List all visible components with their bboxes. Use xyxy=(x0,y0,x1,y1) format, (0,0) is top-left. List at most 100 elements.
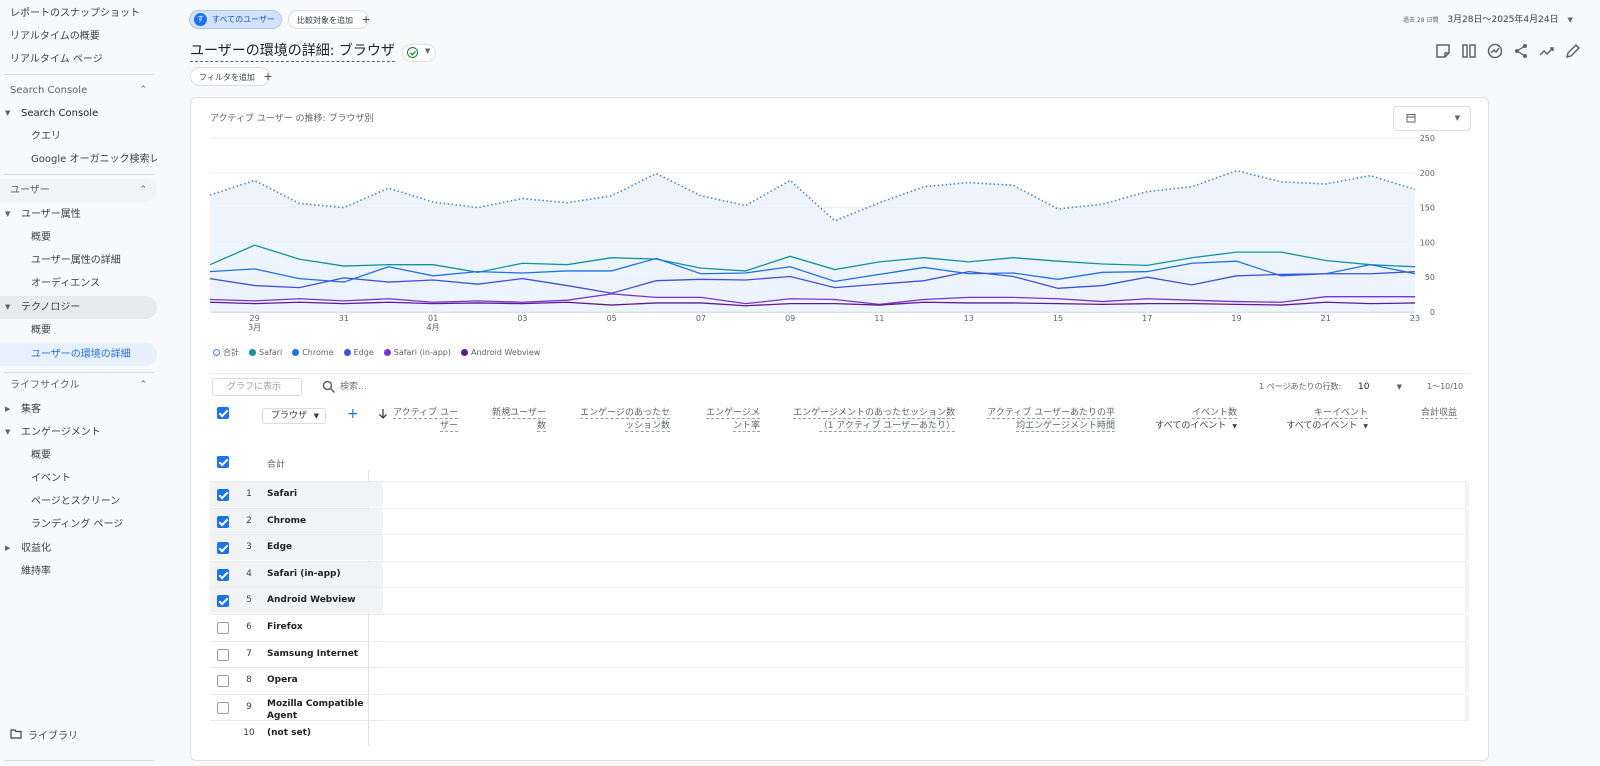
sidebar-section-users[interactable]: ユーザー ⌃ xyxy=(0,179,157,202)
sidebar-item-user-attributes-details[interactable]: ユーザー属性の詳細 xyxy=(31,255,121,266)
left-sidebar: レポートのスナップショット リアルタイムの概要 リアルタイム ページ Searc… xyxy=(0,0,160,766)
sidebar-item-google-organic-search[interactable]: Google オーガニック検索レ... xyxy=(31,154,157,165)
row-checkbox[interactable] xyxy=(217,622,229,634)
legend-item[interactable]: Edge xyxy=(343,345,374,359)
row-separator xyxy=(383,693,1469,695)
trending-icon[interactable] xyxy=(1538,42,1556,60)
dimension-select[interactable]: ブラウザ ▼ xyxy=(262,408,326,424)
sidebar-item-events[interactable]: イベント xyxy=(31,473,71,484)
table-row[interactable]: 7 Samsung Internet xyxy=(210,640,383,667)
legend-swatch xyxy=(383,348,391,356)
column-header-label: イベント数 xyxy=(1191,408,1237,419)
sidebar-item-user-attributes-overview[interactable]: 概要 xyxy=(31,232,51,243)
sidebar-library-link[interactable]: ライブラリ xyxy=(8,727,148,743)
add-comparison-chip[interactable]: 比較対象を追加 + xyxy=(288,10,371,29)
sidebar-group-monetization[interactable]: ▶ 収益化 xyxy=(0,537,157,560)
compare-columns-icon[interactable] xyxy=(1460,42,1478,60)
sidebar-group-technology[interactable]: ▼ テクノロジー xyxy=(0,296,157,319)
sidebar-item-retention[interactable]: 維持率 xyxy=(21,566,51,577)
row-separator xyxy=(383,507,1469,509)
sidebar-item-queries[interactable]: クエリ xyxy=(31,131,61,142)
column-header-label: アクティブ ユー xyxy=(393,408,458,419)
table-row[interactable]: 10 (not set) xyxy=(210,720,383,746)
column-header[interactable]: エンゲージメントのあったセッション数 （1 アクティブ ユーザーあたり） xyxy=(793,407,955,433)
row-separator xyxy=(383,587,1469,589)
table-search-input[interactable] xyxy=(340,379,640,395)
legend-item[interactable]: Android Webview xyxy=(460,345,540,359)
sort-descending-icon[interactable] xyxy=(378,408,388,420)
column-header[interactable]: エンゲージメ ント率 xyxy=(706,407,760,433)
legend-swatch xyxy=(213,348,220,356)
sidebar-group-label: テクノロジー xyxy=(21,302,81,313)
add-dimension-button[interactable]: + xyxy=(347,406,359,422)
rows-per-page-select[interactable]: 10 ▼ xyxy=(1358,378,1402,396)
sidebar-item-realtime-overview[interactable]: リアルタイムの概要 xyxy=(10,31,100,42)
column-header[interactable]: アクティブ ユー ザー xyxy=(393,407,458,433)
event-filter-select[interactable]: すべてのイベント ▼ xyxy=(1155,421,1237,431)
table-row[interactable]: 3 Edge xyxy=(210,534,383,561)
event-filter-select[interactable]: すべてのイベント ▼ xyxy=(1286,421,1368,431)
row-checkbox[interactable] xyxy=(217,648,229,661)
table-row[interactable]: 2 Chrome xyxy=(210,507,383,534)
x-tick-label: 31 xyxy=(339,314,349,323)
total-row-checkbox[interactable] xyxy=(217,456,229,468)
sidebar-group-engagement[interactable]: ▼ エンゲージメント xyxy=(0,421,157,444)
row-checkbox[interactable] xyxy=(217,595,229,608)
sidebar-item-pages-screens[interactable]: ページとスクリーン xyxy=(31,496,121,507)
row-end-cell xyxy=(1465,641,1469,667)
select-all-checkbox[interactable] xyxy=(217,407,229,419)
legend-item[interactable]: Safari (in-app) xyxy=(383,345,451,359)
column-header[interactable]: キーイベント すべてのイベント ▼ xyxy=(1286,407,1368,433)
legend-item[interactable]: 合計 xyxy=(213,345,239,359)
sidebar-section-search-console[interactable]: Search Console ⌃ xyxy=(0,79,157,102)
row-checkbox[interactable] xyxy=(217,675,229,688)
sidebar-item-tech-details[interactable]: ユーザーの環境の詳細 xyxy=(0,343,157,366)
segment-chip-all-users[interactable]: す すべてのユーザー xyxy=(189,10,282,29)
row-separator xyxy=(383,640,1469,642)
row-checkbox[interactable] xyxy=(217,515,229,528)
sidebar-item-realtime-pages[interactable]: リアルタイム ページ xyxy=(10,54,103,65)
sidebar-item-tech-overview[interactable]: 概要 xyxy=(31,325,51,336)
date-range-picker[interactable]: 過去 28 日間 3月28日～2025年4月24日 ▼ xyxy=(1403,12,1583,28)
row-end-cell xyxy=(1465,668,1469,694)
row-checkbox[interactable] xyxy=(217,568,229,581)
sidebar-section-lifecycle[interactable]: ライフサイクル ⌃ xyxy=(0,374,157,397)
column-header[interactable]: アクティブ ユーザーあたりの平 均エンゲージメント時間 xyxy=(987,407,1115,433)
table-row[interactable]: 1 Safari xyxy=(210,481,383,507)
insights-icon[interactable] xyxy=(1486,42,1504,60)
legend-item[interactable]: Safari xyxy=(249,345,282,359)
column-header-label: エンゲージメントのあったセッション数 xyxy=(793,408,955,419)
sidebar-item-audiences[interactable]: オーディエンス xyxy=(31,278,101,289)
pagination-range: 1～10/10 xyxy=(1427,382,1464,391)
edit-pencil-icon[interactable] xyxy=(1564,42,1582,60)
table-row[interactable]: 5 Android Webview xyxy=(210,587,383,614)
share-icon[interactable] xyxy=(1512,42,1530,60)
row-separator xyxy=(383,560,1469,562)
row-separator xyxy=(383,481,1469,482)
row-checkbox[interactable] xyxy=(217,489,229,501)
sidebar-item-engagement-overview[interactable]: 概要 xyxy=(31,450,51,461)
plot-rows-button[interactable]: グラフに表示 xyxy=(212,378,302,396)
sidebar-item-report-snapshot[interactable]: レポートのスナップショット xyxy=(10,8,140,19)
row-checkbox[interactable] xyxy=(217,542,229,555)
sidebar-group-label: 収益化 xyxy=(21,543,51,554)
row-checkbox[interactable] xyxy=(217,701,229,714)
table-row[interactable]: 4 Safari (in-app) xyxy=(210,560,383,587)
table-row[interactable]: 9 Mozilla Compatible Agent xyxy=(210,693,383,721)
column-header[interactable]: 合計収益 xyxy=(1420,407,1457,420)
chart-type-dropdown[interactable]: ▼ xyxy=(1393,106,1471,131)
column-header[interactable]: 新規ユーザー数 xyxy=(492,407,546,433)
title-status-dropdown[interactable]: ▼ xyxy=(402,44,436,62)
column-header[interactable]: イベント数すべてのイベント ▼ xyxy=(1155,407,1237,433)
caret-down-icon: ▼ xyxy=(5,109,11,117)
table-row[interactable]: 6 Firefox xyxy=(210,614,383,640)
sidebar-item-landing-page[interactable]: ランディング ページ xyxy=(31,519,124,530)
table-row[interactable]: 8 Opera xyxy=(210,667,383,693)
add-filter-chip[interactable]: フィルタを追加 + xyxy=(190,67,273,86)
legend-item[interactable]: Chrome xyxy=(292,345,334,359)
sidebar-group-user-attributes[interactable]: ▼ ユーザー属性 xyxy=(0,203,157,226)
sidebar-group-acquisition[interactable]: ▶ 集客 xyxy=(0,398,157,421)
column-header[interactable]: エンゲージのあったセ ッション数 xyxy=(580,407,670,433)
sidebar-group-search-console[interactable]: ▼ Search Console xyxy=(0,102,157,125)
annotation-note-icon[interactable] xyxy=(1434,42,1452,60)
